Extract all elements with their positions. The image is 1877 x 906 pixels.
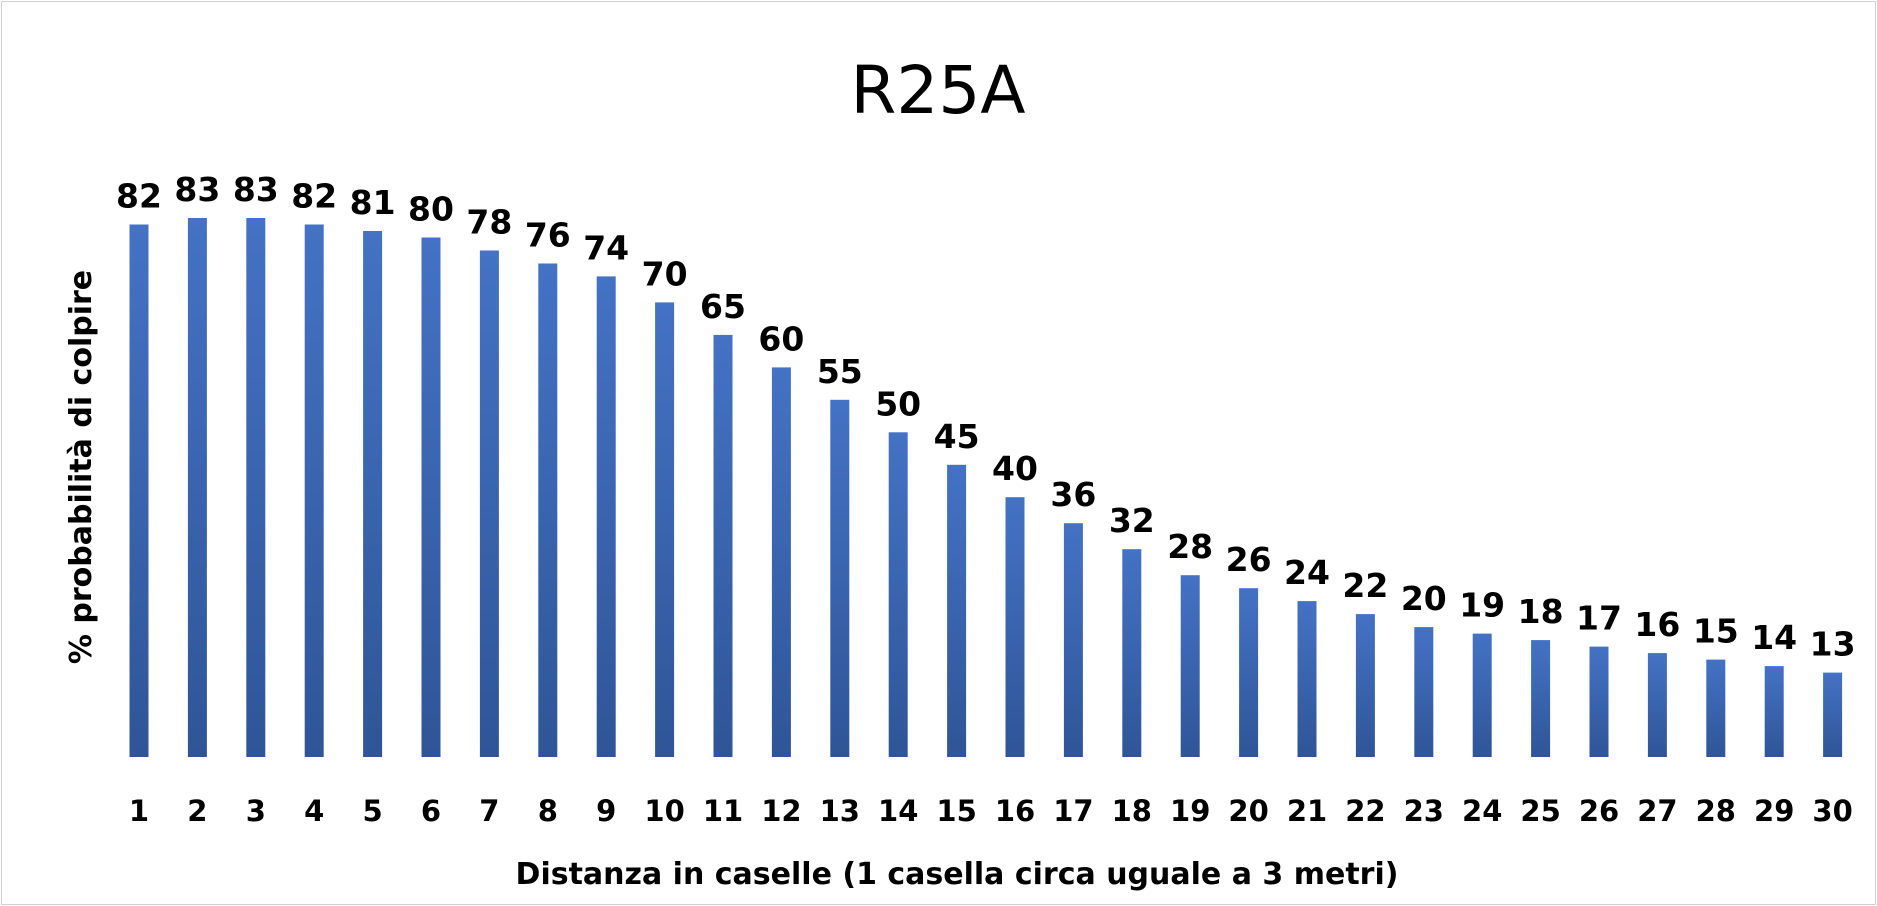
bar-13 (830, 399, 850, 757)
data-labels-group: 82 83 83 82 81 80 78 76 74 70 65 60 55 50 45 40 36 32 28 26… (116, 170, 1856, 664)
x-tick-label-10: 10 (644, 794, 684, 828)
data-label-19: 28 (1167, 527, 1213, 566)
bar-21 (1297, 601, 1317, 757)
bar-8 (538, 263, 558, 757)
data-label-9: 74 (583, 228, 629, 267)
bar-7 (479, 250, 499, 757)
x-tick-label-2: 2 (187, 794, 207, 828)
bar-1 (129, 224, 149, 757)
x-tick-label-17: 17 (1053, 794, 1093, 828)
x-tick-label-4: 4 (304, 794, 324, 828)
x-tick-label-12: 12 (761, 794, 801, 828)
x-tick-label-30: 30 (1812, 794, 1852, 828)
data-label-30: 13 (1810, 625, 1856, 664)
x-tick-label-26: 26 (1579, 794, 1619, 828)
bar-14 (888, 432, 908, 757)
data-label-26: 17 (1576, 599, 1622, 638)
bar-24 (1472, 633, 1492, 757)
data-label-7: 78 (466, 203, 512, 242)
data-label-5: 81 (350, 183, 396, 222)
data-label-14: 50 (875, 384, 921, 423)
x-tick-label-28: 28 (1696, 794, 1736, 828)
data-label-24: 19 (1459, 586, 1505, 625)
bar-20 (1239, 588, 1259, 757)
x-tick-label-7: 7 (479, 794, 499, 828)
data-label-4: 82 (291, 177, 337, 216)
data-label-27: 16 (1634, 605, 1680, 644)
x-tick-label-5: 5 (363, 794, 383, 828)
x-tick-label-1: 1 (129, 794, 149, 828)
x-tick-label-14: 14 (878, 794, 918, 828)
x-tick-label-8: 8 (538, 794, 558, 828)
x-tick-label-24: 24 (1462, 794, 1502, 828)
bar-11 (713, 334, 733, 757)
data-label-12: 60 (758, 319, 804, 358)
x-tick-label-6: 6 (421, 794, 441, 828)
bar-27 (1647, 653, 1667, 757)
data-label-17: 36 (1050, 475, 1096, 514)
data-label-10: 70 (642, 254, 688, 293)
bar-9 (596, 276, 616, 757)
bar-5 (363, 231, 383, 757)
x-tick-label-13: 13 (820, 794, 860, 828)
x-tick-label-27: 27 (1637, 794, 1677, 828)
bar-29 (1764, 666, 1784, 757)
bar-10 (655, 302, 675, 757)
x-tick-label-18: 18 (1112, 794, 1152, 828)
bar-28 (1706, 659, 1726, 757)
data-label-16: 40 (992, 449, 1038, 488)
bar-15 (947, 464, 967, 757)
data-label-8: 76 (525, 216, 571, 255)
data-label-15: 45 (934, 417, 980, 456)
bar-17 (1063, 523, 1083, 757)
x-tick-label-23: 23 (1404, 794, 1444, 828)
x-tick-label-22: 22 (1345, 794, 1385, 828)
data-label-2: 83 (174, 170, 220, 209)
data-label-1: 82 (116, 177, 162, 216)
bar-22 (1355, 614, 1375, 757)
data-label-25: 18 (1518, 592, 1564, 631)
bar-16 (1005, 497, 1025, 757)
bar-6 (421, 237, 441, 757)
bars-group (129, 218, 1843, 757)
bar-26 (1589, 646, 1609, 757)
x-tick-label-9: 9 (596, 794, 616, 828)
bar-23 (1414, 627, 1434, 757)
bar-30 (1823, 672, 1843, 757)
data-label-23: 20 (1401, 579, 1447, 618)
data-label-29: 14 (1751, 618, 1797, 657)
x-tick-label-3: 3 (246, 794, 266, 828)
bar-3 (246, 218, 266, 757)
x-axis-label: Distanza in caselle (1 casella circa ugu… (516, 857, 1399, 892)
data-label-22: 22 (1342, 566, 1388, 605)
data-label-11: 65 (700, 287, 746, 326)
x-tick-label-20: 20 (1228, 794, 1268, 828)
x-tick-label-29: 29 (1754, 794, 1794, 828)
chart-title: R25A (851, 52, 1026, 129)
x-tick-label-25: 25 (1520, 794, 1560, 828)
x-tick-labels-group: 1 2 3 4 5 6 7 8 9 10 11 12 13 14 15 16 17 18 19 20 21 22 23 24 2… (129, 794, 1853, 828)
y-axis-label: % probabilità di colpire (64, 270, 99, 664)
data-label-20: 26 (1226, 540, 1272, 579)
bar-4 (304, 224, 324, 757)
data-label-6: 80 (408, 190, 454, 229)
x-tick-label-19: 19 (1170, 794, 1210, 828)
data-label-13: 55 (817, 352, 863, 391)
data-label-18: 32 (1109, 501, 1155, 540)
data-label-28: 15 (1693, 612, 1739, 651)
x-tick-label-16: 16 (995, 794, 1035, 828)
x-tick-label-21: 21 (1287, 794, 1327, 828)
data-label-21: 24 (1284, 553, 1330, 592)
x-tick-label-15: 15 (936, 794, 976, 828)
bar-18 (1122, 549, 1142, 757)
bar-19 (1180, 575, 1200, 757)
data-label-3: 83 (233, 170, 279, 209)
x-tick-label-11: 11 (703, 794, 743, 828)
bar-25 (1531, 640, 1551, 757)
bar-2 (187, 218, 207, 757)
bar-12 (771, 367, 791, 757)
